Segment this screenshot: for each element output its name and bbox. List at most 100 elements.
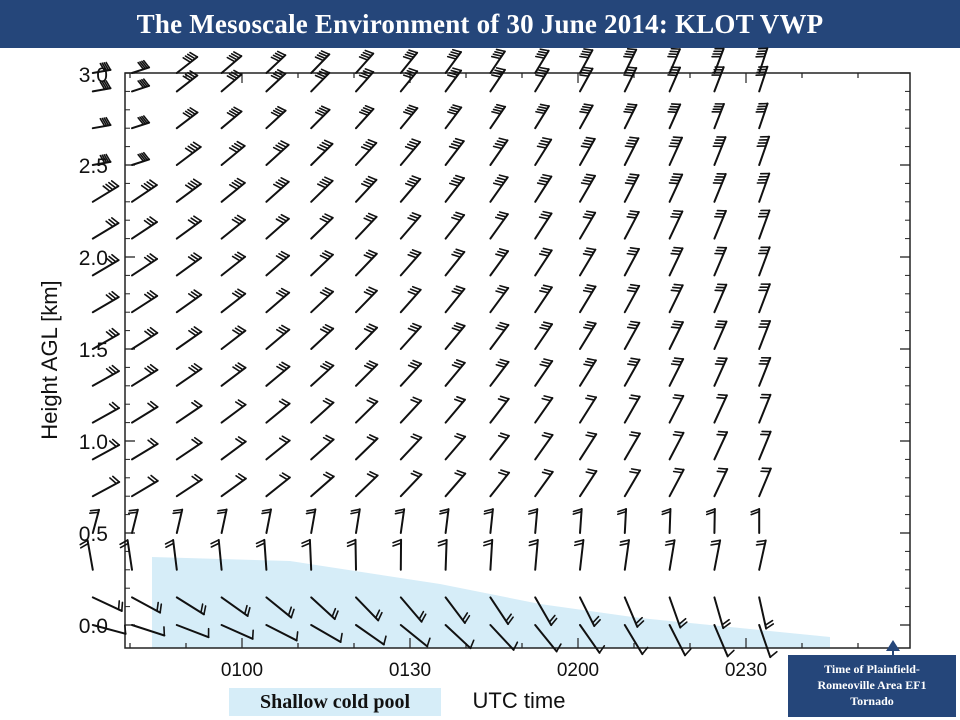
wind-barb xyxy=(131,400,159,424)
wind-barb xyxy=(91,80,112,93)
wind-barb xyxy=(175,178,202,203)
wind-barb xyxy=(534,431,554,461)
wind-barb xyxy=(265,140,290,166)
wind-barb xyxy=(131,363,159,387)
wind-barb xyxy=(265,324,291,350)
wind-barb xyxy=(489,103,507,130)
wind-barb xyxy=(579,284,597,314)
wind-barb xyxy=(355,175,378,203)
wind-barb xyxy=(91,290,120,314)
wind-barb xyxy=(265,624,299,642)
wind-barb xyxy=(623,103,638,130)
wind-barb xyxy=(534,321,554,350)
wind-barb xyxy=(355,249,378,277)
y-axis-label: Height AGL [km] xyxy=(37,280,62,439)
wind-barb xyxy=(175,107,199,130)
wind-barb xyxy=(573,538,585,571)
wind-barb xyxy=(711,47,725,74)
wind-barb xyxy=(175,252,203,277)
ytick-label: 3.0 xyxy=(79,64,108,87)
wind-barb xyxy=(91,364,120,387)
wind-barb xyxy=(534,624,562,653)
wind-barb xyxy=(310,50,331,74)
wind-barb xyxy=(444,211,466,240)
wind-barb xyxy=(265,50,287,74)
wind-barb xyxy=(534,66,550,93)
wind-barb xyxy=(355,68,375,93)
wind-barb xyxy=(172,508,184,534)
xtick-label: 0100 xyxy=(221,660,263,681)
wind-barb xyxy=(489,358,510,387)
xtick-label: 0230 xyxy=(725,660,767,681)
wind-barb xyxy=(444,432,467,461)
wind-barb xyxy=(750,508,761,534)
wind-barb xyxy=(310,624,343,643)
slide-title: The Mesoscale Environment of 30 June 201… xyxy=(0,0,960,48)
wind-barb xyxy=(713,624,735,658)
wind-barb xyxy=(210,538,223,571)
wind-barb xyxy=(399,104,419,130)
wind-barb xyxy=(579,136,596,166)
wind-barb xyxy=(175,141,202,166)
wind-barb xyxy=(131,115,151,130)
ytick-label: 0.5 xyxy=(79,523,108,546)
wind-barb xyxy=(579,394,598,424)
wind-barb xyxy=(399,67,419,93)
wind-barb xyxy=(713,393,728,424)
tornado-arrow xyxy=(886,640,900,656)
wind-barb xyxy=(220,362,247,387)
wind-barb xyxy=(355,434,379,461)
wind-barb xyxy=(131,290,159,314)
ytick-label: 2.0 xyxy=(79,247,108,270)
wind-barb xyxy=(668,283,684,314)
wind-barb xyxy=(220,288,247,314)
wind-barb xyxy=(534,103,550,130)
plot-frame xyxy=(124,72,911,649)
wind-barb xyxy=(755,47,769,74)
tornado-note-line: Tornado xyxy=(850,694,894,708)
wind-barb xyxy=(399,138,422,166)
tornado-note-line: Time of Plainfield- xyxy=(824,662,920,676)
wind-barb xyxy=(310,139,334,166)
wind-barb xyxy=(175,400,203,424)
wind-barb xyxy=(444,248,466,277)
wind-barb xyxy=(91,401,121,424)
wind-barb xyxy=(619,539,630,571)
wind-barb xyxy=(528,508,539,534)
wind-barb xyxy=(399,322,422,350)
wind-barb xyxy=(579,103,594,130)
wind-barb xyxy=(489,395,510,424)
wind-barb xyxy=(705,508,716,534)
wind-barb xyxy=(668,596,688,629)
wind-barb xyxy=(758,356,772,387)
wind-barb xyxy=(439,508,450,534)
wind-barb xyxy=(91,253,120,277)
wind-barb xyxy=(392,538,403,571)
wind-barb xyxy=(534,247,553,277)
wind-barb xyxy=(489,432,510,461)
wind-barb xyxy=(579,468,598,498)
wind-barb xyxy=(579,173,596,203)
wind-barb xyxy=(489,211,509,240)
wind-barb xyxy=(220,399,247,424)
wind-barb xyxy=(579,48,594,74)
wind-barb xyxy=(444,359,466,387)
wind-barb xyxy=(713,467,729,498)
wind-barb xyxy=(346,538,357,571)
wind-barb xyxy=(355,212,378,240)
wind-barb xyxy=(265,435,291,461)
tornado-time-annotation: Time of Plainfield- Romeoville Area EF1 … xyxy=(788,655,956,717)
wind-barb xyxy=(175,624,210,639)
wind-barb xyxy=(265,472,291,498)
wind-barb xyxy=(310,471,335,498)
wind-barb xyxy=(483,508,494,534)
wind-barb xyxy=(668,136,683,166)
wind-barb xyxy=(623,283,641,314)
wind-barb xyxy=(220,436,247,461)
wind-barb xyxy=(489,284,510,314)
wind-barb xyxy=(355,286,378,314)
wind-barb xyxy=(220,106,243,130)
wind-barb xyxy=(131,253,159,277)
wind-barb xyxy=(355,104,375,130)
wind-barb xyxy=(623,357,641,387)
